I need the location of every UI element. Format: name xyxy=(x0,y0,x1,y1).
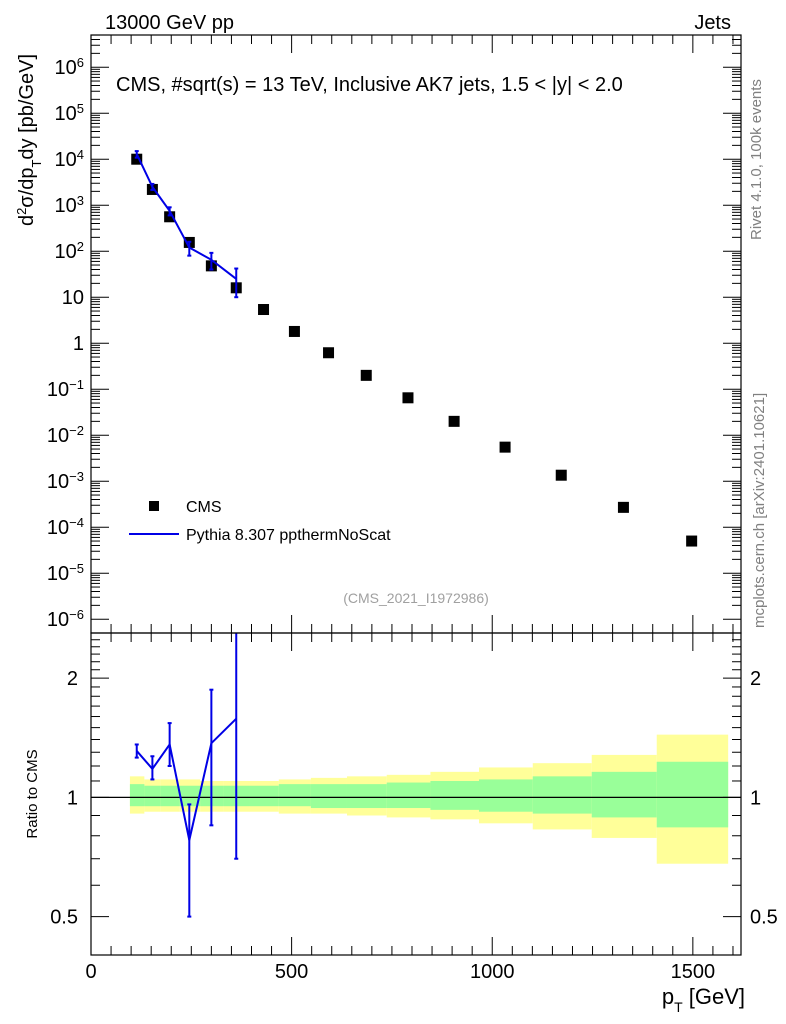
plot-title: CMS, #sqrt(s) = 13 TeV, Inclusive AK7 je… xyxy=(116,74,623,96)
band-inner xyxy=(278,784,311,807)
ratio-pythia-line xyxy=(135,717,237,841)
main-ylabel: d2σ/dpTdy [pb/GeV] xyxy=(14,54,44,226)
ratio-xtick-label: 1000 xyxy=(470,961,515,983)
ratio-frame xyxy=(90,632,742,956)
cms-point xyxy=(323,347,335,359)
ratio-xtick-label: 1500 xyxy=(671,961,716,983)
ratio-axes: 0.5 0.5 1 1 2 2 0 500 1000 1500 xyxy=(50,633,778,983)
cms-point xyxy=(499,441,511,453)
side-label-bottom: mcplots.cern.ch [arXiv:2401.10621] xyxy=(751,393,768,628)
ratio-xlabel: pT [GeV] xyxy=(662,984,745,1015)
cms-point xyxy=(131,153,143,165)
main-ytick-label: 10−4 xyxy=(47,515,84,540)
band-inner xyxy=(532,776,592,814)
cms-point xyxy=(686,535,698,547)
ratio-data-layer xyxy=(91,633,741,918)
cms-point xyxy=(402,392,414,404)
cms-point xyxy=(258,304,270,316)
main-ytick-label: 10−2 xyxy=(47,423,84,448)
legend-cms-label: CMS xyxy=(186,499,222,516)
legend-cms-marker xyxy=(149,501,159,511)
cms-point xyxy=(360,369,372,381)
ratio-ytick-label: 2 xyxy=(67,668,78,690)
cms-point xyxy=(448,415,460,427)
ratio-ytick-label-right: 0.5 xyxy=(750,907,778,929)
ratio-ytick-label-right: 1 xyxy=(750,787,761,809)
band-inner xyxy=(591,771,657,818)
ratio-ytick-label: 1 xyxy=(67,787,78,809)
band-inner xyxy=(129,784,145,807)
band-inner xyxy=(656,761,729,828)
main-ytick-label: 1 xyxy=(73,333,84,355)
main-ytick-label: 10−3 xyxy=(47,469,84,494)
main-ytick-label: 10−5 xyxy=(47,561,84,586)
band-inner xyxy=(179,785,201,807)
band-inner xyxy=(160,785,180,807)
main-ytick-label: 10−6 xyxy=(47,607,84,632)
main-ytick-label: 105 xyxy=(55,101,84,126)
main-panel: 10−6 10−5 10−4 10−3 10−2 10−1 1 10 102 103 104 105 1… xyxy=(14,34,742,634)
ratio-ytick-label-right: 2 xyxy=(750,668,761,690)
legend-pythia-label: Pythia 8.307 ppthermNoScat xyxy=(186,527,391,544)
main-data-layer xyxy=(131,150,698,547)
ratio-ylabel: Ratio to CMS xyxy=(24,749,41,838)
main-ytick-label: 10−1 xyxy=(47,377,84,402)
band-inner xyxy=(478,779,533,812)
pythia-line xyxy=(135,153,237,280)
main-ytick-label: 10 xyxy=(62,287,84,309)
band-inner xyxy=(346,784,387,809)
band-inner xyxy=(144,785,161,807)
cms-point xyxy=(555,469,567,481)
category-label: Jets xyxy=(694,12,731,34)
ratio-xtick-label: 0 xyxy=(85,961,96,983)
ratio-panel: 0.5 0.5 1 1 2 2 0 500 1000 1500 Ratio to CMS pT [… xyxy=(24,632,778,1015)
main-axes: 10−6 10−5 10−4 10−3 10−2 10−1 1 10 102 103 104 105 1… xyxy=(47,34,741,633)
side-label-top: Rivet 4.1.0, 100k events xyxy=(748,79,765,240)
main-ytick-label: 106 xyxy=(55,55,84,80)
main-ytick-label: 103 xyxy=(55,193,84,218)
cms-point xyxy=(617,501,629,513)
legend: CMS Pythia 8.307 ppthermNoScat xyxy=(129,499,391,544)
analysis-id: (CMS_2021_I1972986) xyxy=(343,590,489,606)
ratio-ytick-label: 0.5 xyxy=(50,907,78,929)
main-ytick-label: 104 xyxy=(55,147,84,172)
band-inner xyxy=(249,785,279,807)
cms-point xyxy=(288,325,300,337)
energy-label: 13000 GeV pp xyxy=(105,12,234,34)
band-inner xyxy=(386,782,431,809)
main-ytick-label: 102 xyxy=(55,239,84,264)
band-inner xyxy=(310,784,347,809)
band-inner xyxy=(430,780,479,810)
ratio-xtick-label: 500 xyxy=(275,961,308,983)
cms-point xyxy=(164,211,176,223)
